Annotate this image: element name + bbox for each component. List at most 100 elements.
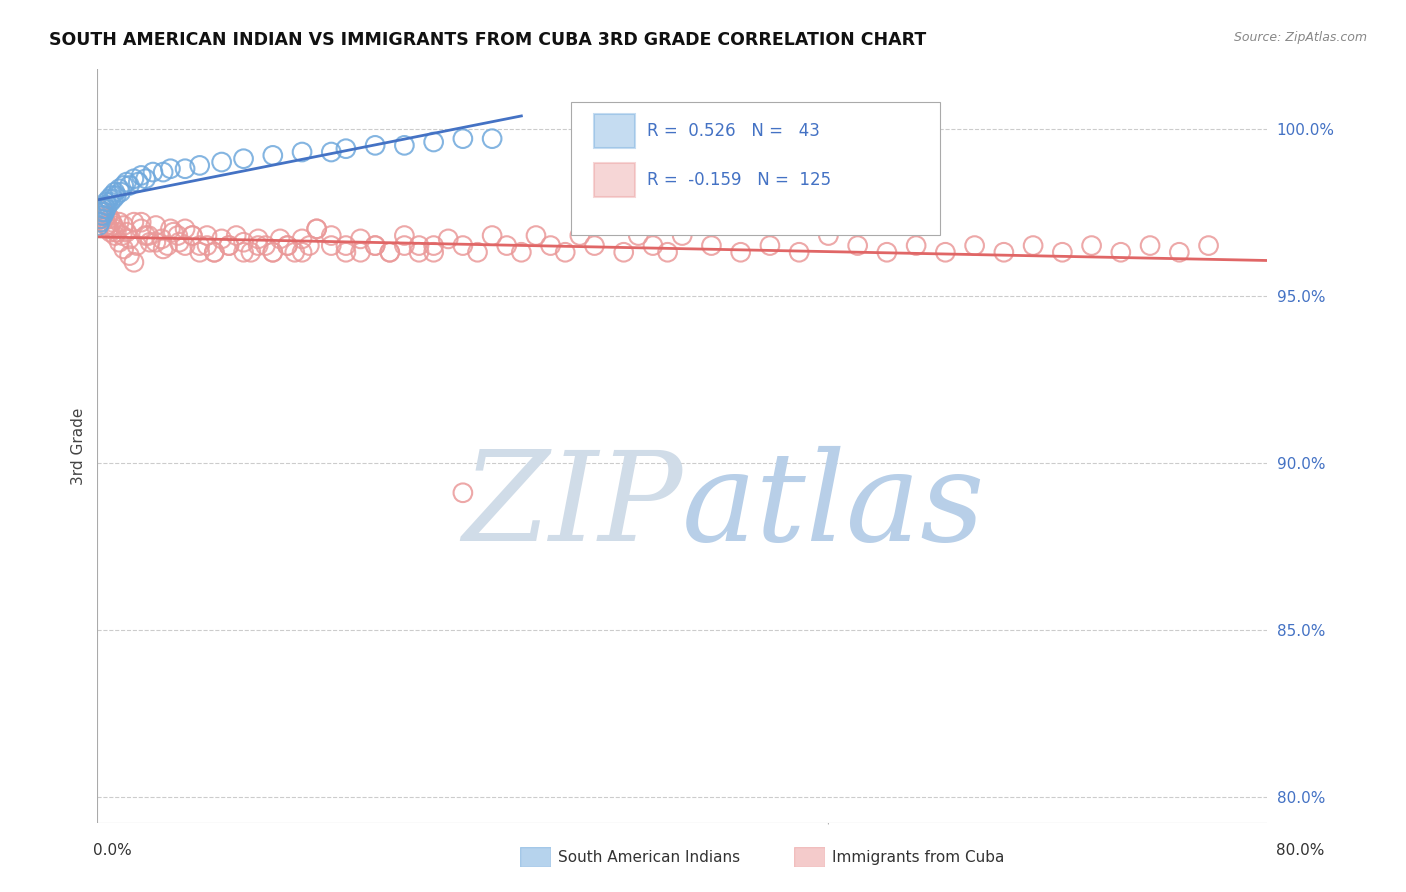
Point: [291, 145, 314, 159]
Point: [100, 211, 122, 226]
Point: [1168, 245, 1191, 260]
Point: [262, 148, 284, 162]
Point: [817, 228, 839, 243]
Point: [174, 161, 197, 176]
Point: [540, 238, 562, 252]
Point: [568, 228, 591, 243]
Text: R =  0.526   N =   43: R = 0.526 N = 43: [647, 122, 820, 140]
Point: [129, 215, 152, 229]
Point: [787, 245, 810, 260]
Point: [101, 215, 124, 229]
Point: [408, 245, 430, 260]
Point: [195, 238, 218, 252]
Point: [98, 192, 121, 206]
Point: [905, 238, 928, 252]
Point: [152, 242, 174, 256]
Point: [98, 222, 121, 236]
Point: [876, 245, 898, 260]
Point: [700, 238, 723, 252]
Point: [188, 245, 211, 260]
Point: [467, 245, 489, 260]
Point: [1080, 238, 1102, 252]
Point: [451, 238, 474, 252]
FancyBboxPatch shape: [571, 103, 939, 235]
Point: [218, 238, 240, 252]
Point: [125, 238, 148, 252]
Point: [291, 245, 314, 260]
Point: [211, 232, 233, 246]
Point: [262, 245, 284, 260]
Point: [181, 228, 204, 243]
Point: [239, 245, 262, 260]
FancyBboxPatch shape: [595, 114, 636, 148]
Point: [627, 228, 650, 243]
Point: [93, 205, 115, 219]
Point: [122, 171, 145, 186]
Point: [93, 198, 115, 212]
Point: [91, 209, 114, 223]
Text: Immigrants from Cuba: Immigrants from Cuba: [832, 850, 1005, 864]
Y-axis label: 3rd Grade: 3rd Grade: [72, 408, 86, 484]
Point: [103, 219, 125, 233]
Point: [451, 131, 474, 145]
Point: [91, 202, 114, 216]
Point: [1052, 245, 1074, 260]
Point: [335, 142, 357, 156]
Point: [291, 232, 314, 246]
Point: [122, 215, 145, 229]
Point: [225, 228, 247, 243]
Point: [1022, 238, 1045, 252]
Point: [111, 228, 134, 243]
Point: [451, 485, 474, 500]
Point: [202, 245, 225, 260]
Point: [181, 228, 204, 243]
Point: [90, 209, 112, 223]
Point: [94, 195, 117, 210]
Text: atlas: atlas: [682, 446, 986, 567]
Point: [167, 235, 190, 250]
Text: 80.0%: 80.0%: [1277, 843, 1324, 858]
Point: [108, 215, 131, 229]
Point: [1198, 238, 1220, 252]
Point: [394, 238, 416, 252]
Point: [349, 245, 371, 260]
Point: [495, 238, 517, 252]
Point: [195, 228, 218, 243]
Point: [934, 245, 956, 260]
Point: [262, 245, 284, 260]
Point: [188, 158, 211, 172]
Point: [422, 238, 444, 252]
Point: [94, 202, 117, 216]
Text: Source: ZipAtlas.com: Source: ZipAtlas.com: [1233, 31, 1367, 45]
Point: [364, 138, 387, 153]
Point: [159, 161, 181, 176]
Point: [305, 222, 328, 236]
Point: [94, 219, 117, 233]
Point: [846, 238, 869, 252]
Point: [156, 238, 179, 252]
Point: [97, 198, 120, 212]
Point: [162, 225, 184, 239]
Point: [284, 245, 307, 260]
Point: [232, 152, 254, 166]
Point: [408, 238, 430, 252]
Point: [394, 138, 416, 153]
Point: [129, 222, 152, 236]
Point: [671, 228, 693, 243]
Point: [159, 222, 181, 236]
Point: [104, 228, 127, 243]
Point: [335, 245, 357, 260]
Point: [103, 192, 125, 206]
Point: [87, 219, 110, 233]
Point: [89, 215, 111, 229]
Point: [613, 245, 636, 260]
Point: [139, 235, 162, 250]
Point: [90, 205, 112, 219]
FancyBboxPatch shape: [595, 163, 636, 197]
Point: [89, 211, 111, 226]
Point: [110, 185, 132, 199]
Point: [730, 245, 752, 260]
Point: [394, 228, 416, 243]
Point: [218, 238, 240, 252]
Point: [232, 245, 254, 260]
